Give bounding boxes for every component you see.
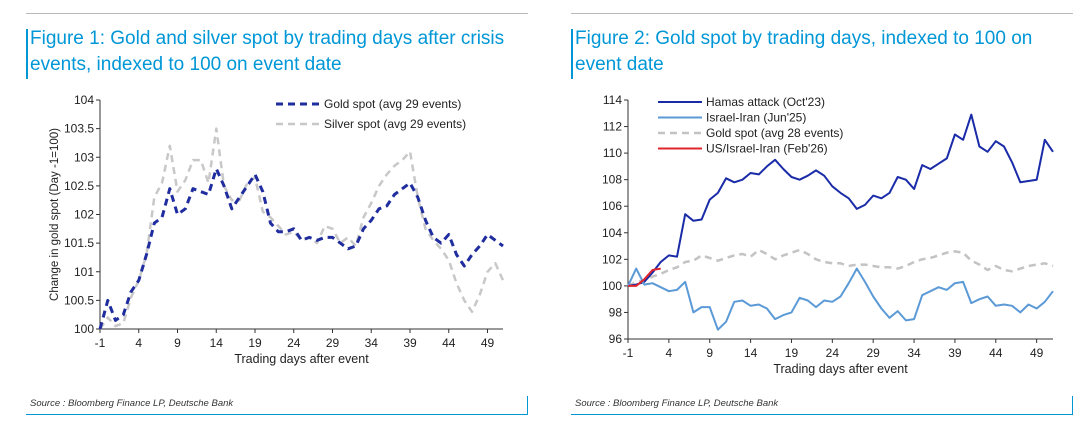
x-tick-label: 9 <box>174 336 181 350</box>
x-tick-label: 4 <box>666 346 673 360</box>
bottom-divider <box>26 414 528 415</box>
x-tick-label: 19 <box>248 336 262 350</box>
bottom-divider <box>571 414 1073 415</box>
x-tick-label: 34 <box>365 336 379 350</box>
series-line-0 <box>627 113 1054 287</box>
y-tick-label: 106 <box>602 199 622 213</box>
x-tick-label: 14 <box>210 336 224 350</box>
figure-2-panel: Figure 2: Gold spot by trading days, ind… <box>545 0 1075 431</box>
y-tick-label: 101.5 <box>64 236 94 250</box>
figure-1-title: Figure 1: Gold and silver spot by tradin… <box>30 28 505 75</box>
legend-label-0: Gold spot (avg 29 events) <box>324 97 461 111</box>
series-line-2 <box>627 248 1054 288</box>
y-tick-label: 100 <box>74 322 94 336</box>
x-tick-label: 39 <box>403 336 417 350</box>
figure-1-panel: Figure 1: Gold and silver spot by tradin… <box>0 0 530 431</box>
x-tick-label: 39 <box>948 346 962 360</box>
x-tick-label: 49 <box>1030 346 1044 360</box>
y-tick-label: 100.5 <box>64 293 94 307</box>
legend-label-1: Israel-Iran (Jun'25) <box>706 111 806 125</box>
x-axis-label: Trading days after event <box>234 352 369 366</box>
y-tick-label: 102 <box>74 208 94 222</box>
y-tick-label: 112 <box>603 120 622 134</box>
x-tick-label: 19 <box>785 346 799 360</box>
x-tick-label: 49 <box>481 336 495 350</box>
title-accent-bar <box>571 29 573 79</box>
title-accent-bar <box>26 29 28 79</box>
top-divider <box>571 13 1073 14</box>
x-tick-label: 44 <box>989 346 1003 360</box>
bottom-divider-end <box>527 396 528 414</box>
y-tick-label: 103.5 <box>64 122 94 136</box>
legend-label-3: US/Israel-Iran (Feb'26) <box>706 142 828 156</box>
top-divider <box>26 13 528 14</box>
x-tick-label: 44 <box>442 336 456 350</box>
y-tick-label: 103 <box>74 150 94 164</box>
x-axis-label: Trading days after event <box>773 362 908 376</box>
y-tick-label: 104 <box>74 93 94 107</box>
x-tick-label: 24 <box>826 346 840 360</box>
y-tick-label: 110 <box>603 146 622 160</box>
figure-2-title: Figure 2: Gold spot by trading days, ind… <box>575 28 1033 75</box>
legend-label-0: Hamas attack (Oct'23) <box>706 95 825 109</box>
y-tick-label: 101 <box>74 265 94 279</box>
y-tick-label: 100 <box>602 279 622 293</box>
series-line-0 <box>98 167 504 330</box>
x-tick-label: 34 <box>907 346 921 360</box>
x-tick-label: 9 <box>706 346 713 360</box>
y-axis-label: Change in gold spot (Day -1=100) <box>49 128 61 301</box>
series-line-1 <box>98 127 505 330</box>
legend-label-1: Silver spot (avg 29 events) <box>324 117 466 131</box>
bottom-divider-end <box>1072 396 1073 414</box>
y-tick-label: 96 <box>609 332 623 346</box>
y-tick-label: 102 <box>602 252 622 266</box>
x-tick-label: 29 <box>326 336 340 350</box>
x-tick-label: 24 <box>287 336 301 350</box>
legend-label-2: Gold spot (avg 28 events) <box>706 126 843 140</box>
x-tick-label: 29 <box>867 346 881 360</box>
x-tick-label: -1 <box>623 346 634 360</box>
y-tick-label: 104 <box>602 226 622 240</box>
x-tick-label: 4 <box>135 336 142 350</box>
y-tick-label: 108 <box>602 173 622 187</box>
x-tick-label: 14 <box>744 346 758 360</box>
figure-1-source: Source : Bloomberg Finance LP, Deutsche … <box>30 398 234 409</box>
y-tick-label: 114 <box>603 93 622 107</box>
x-tick-label: -1 <box>95 336 106 350</box>
series-line-3 <box>628 267 661 287</box>
series-line-1 <box>627 267 1054 331</box>
figure-2-source: Source : Bloomberg Finance LP, Deutsche … <box>575 398 779 409</box>
y-tick-label: 102.5 <box>64 179 94 193</box>
y-tick-label: 98 <box>609 305 623 319</box>
